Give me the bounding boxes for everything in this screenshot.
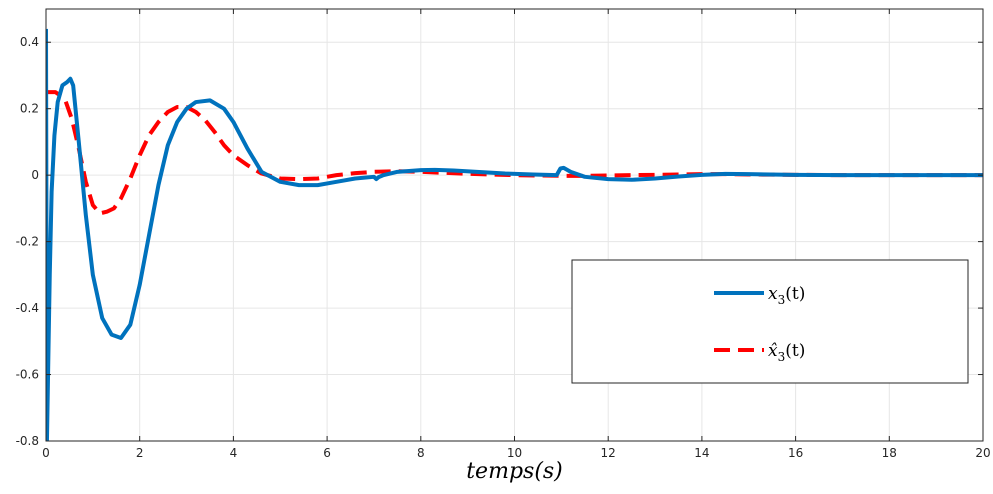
y-tick-label: -0.2 bbox=[16, 235, 39, 249]
x-tick-label: 16 bbox=[788, 446, 803, 460]
x-tick-label: 20 bbox=[975, 446, 990, 460]
x-axis-label: temps(s) bbox=[466, 459, 563, 484]
y-tick-label: -0.8 bbox=[16, 434, 39, 448]
legend-label-main: x bbox=[768, 284, 778, 304]
x-tick-label: 0 bbox=[42, 446, 50, 460]
series-x3-line bbox=[46, 28, 983, 441]
x-tick-label: 14 bbox=[694, 446, 709, 460]
legend-label-subscript: 3 bbox=[778, 293, 786, 307]
x-tick-label: 6 bbox=[323, 446, 331, 460]
legend: x3(t)x̂3(t) bbox=[571, 259, 969, 384]
series-x3-hat-line bbox=[46, 90, 983, 216]
y-tick-label: 0 bbox=[31, 168, 39, 182]
y-tick-label: 0.2 bbox=[20, 102, 39, 116]
x-tick-label: 12 bbox=[601, 446, 616, 460]
plot-lines bbox=[46, 28, 983, 441]
x-tick-label: 10 bbox=[507, 446, 522, 460]
legend-box bbox=[571, 259, 969, 384]
y-tick-label: 0.4 bbox=[20, 35, 39, 49]
x-tick-label: 8 bbox=[417, 446, 425, 460]
y-tick-label: -0.4 bbox=[16, 301, 39, 315]
legend-label-main: x̂ bbox=[768, 341, 778, 361]
legend-label: x̂3(t) bbox=[768, 341, 805, 364]
x-tick-label: 4 bbox=[230, 446, 238, 460]
x-tick-label: 2 bbox=[136, 446, 144, 460]
legend-label-subscript: 3 bbox=[778, 350, 786, 364]
legend-label-suffix: (t) bbox=[785, 284, 805, 304]
legend-label-suffix: (t) bbox=[785, 341, 805, 361]
y-tick-label: -0.6 bbox=[16, 368, 39, 382]
x-tick-label: 18 bbox=[882, 446, 897, 460]
legend-label: x3(t) bbox=[768, 284, 805, 307]
axis-ticks: 0 2 4 6 8 10 12 14 16 18 20 -0.8 -0.6 -0.4 -0.2 0 0.2 0.4 bbox=[16, 9, 991, 460]
